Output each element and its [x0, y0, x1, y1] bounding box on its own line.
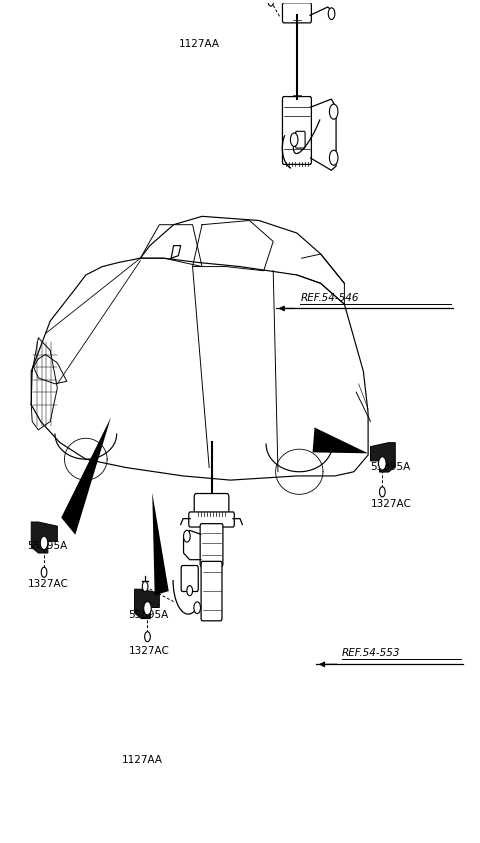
Circle shape [329, 150, 338, 165]
Text: REF.54-546: REF.54-546 [300, 293, 359, 303]
Polygon shape [152, 492, 169, 595]
Circle shape [328, 8, 335, 19]
FancyBboxPatch shape [282, 3, 312, 23]
Text: REF.54-553: REF.54-553 [342, 647, 400, 658]
Polygon shape [134, 589, 159, 619]
Circle shape [379, 457, 386, 470]
Circle shape [142, 582, 148, 592]
Circle shape [144, 631, 150, 642]
Circle shape [268, 0, 274, 6]
Text: 1327AC: 1327AC [129, 646, 169, 656]
FancyBboxPatch shape [194, 493, 229, 515]
FancyBboxPatch shape [189, 512, 234, 527]
Circle shape [290, 133, 298, 147]
Text: 55895A: 55895A [129, 610, 169, 620]
Polygon shape [61, 417, 111, 534]
Circle shape [329, 104, 338, 119]
Polygon shape [312, 427, 368, 454]
Circle shape [187, 586, 192, 596]
Circle shape [40, 536, 48, 550]
Polygon shape [371, 443, 395, 472]
FancyBboxPatch shape [296, 132, 305, 148]
Text: 55895A: 55895A [371, 462, 411, 472]
Circle shape [194, 602, 201, 614]
Circle shape [380, 486, 385, 497]
Text: 1127AA: 1127AA [122, 754, 163, 765]
Polygon shape [31, 522, 57, 553]
Circle shape [183, 530, 190, 542]
Text: 1327AC: 1327AC [371, 498, 411, 508]
FancyBboxPatch shape [181, 566, 198, 592]
Circle shape [144, 602, 151, 615]
Text: 1327AC: 1327AC [27, 579, 68, 589]
FancyBboxPatch shape [282, 97, 312, 164]
FancyBboxPatch shape [200, 524, 223, 566]
Text: 55895A: 55895A [27, 541, 68, 551]
FancyBboxPatch shape [201, 561, 222, 620]
Text: 1127AA: 1127AA [179, 39, 220, 49]
Circle shape [41, 567, 47, 577]
